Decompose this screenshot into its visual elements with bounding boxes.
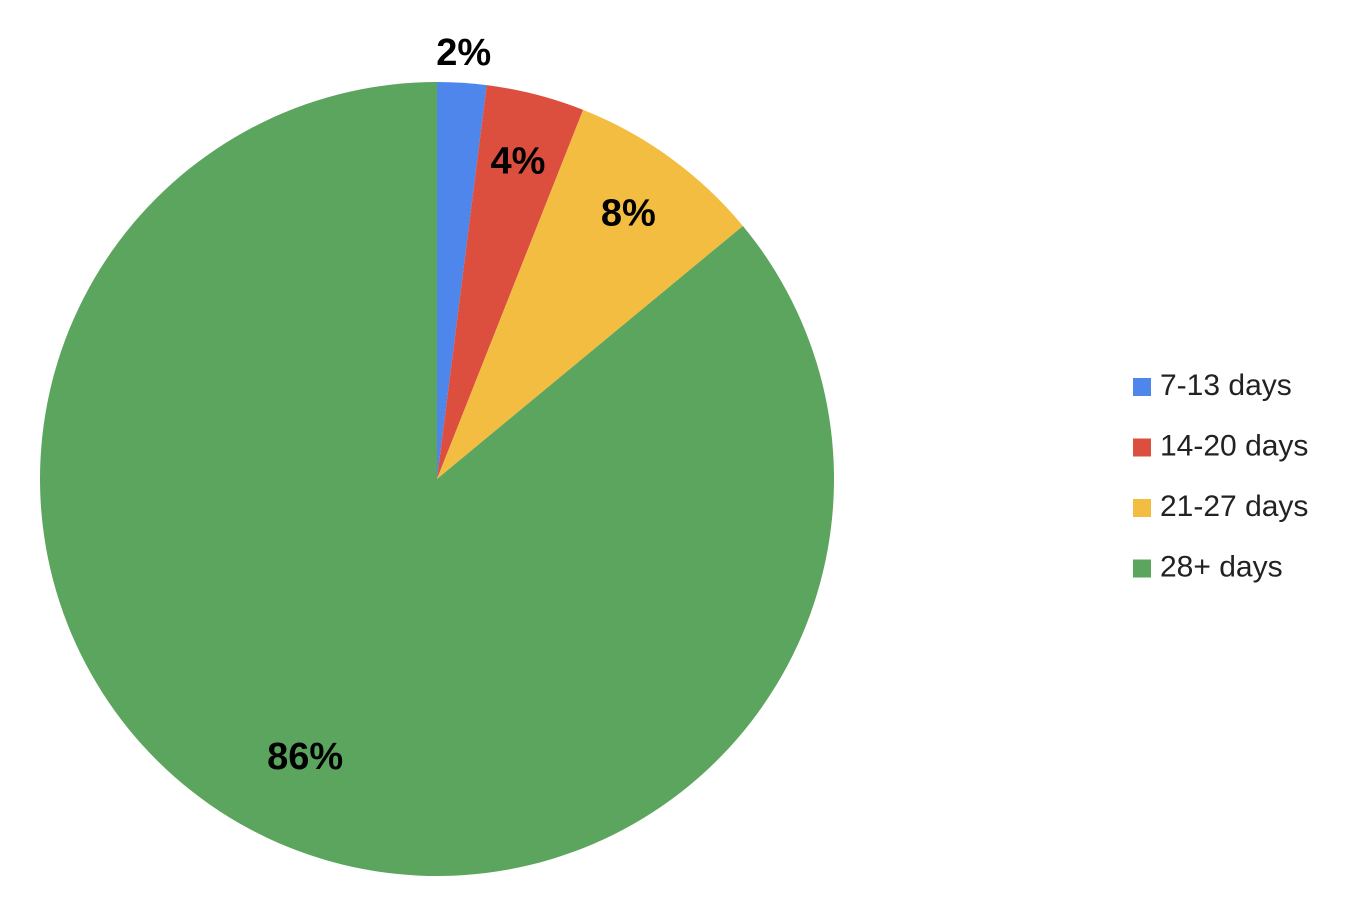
data-label: 86% <box>267 736 343 778</box>
legend-swatch <box>1133 559 1151 578</box>
data-label: 4% <box>490 141 545 183</box>
pie-slice <box>437 109 743 480</box>
legend-label: 28+ days <box>1160 550 1283 583</box>
legend-label: 7-13 days <box>1160 369 1292 402</box>
legend-label: 21-27 days <box>1160 490 1308 523</box>
legend-swatch <box>1133 499 1151 517</box>
legend-label: 14-20 days <box>1160 429 1308 462</box>
data-label: 8% <box>601 193 656 235</box>
pie-slice <box>39 82 834 876</box>
data-label: 2% <box>436 32 491 74</box>
legend-swatch <box>1133 438 1151 457</box>
legend-swatch <box>1133 378 1151 396</box>
pie-slice <box>437 85 584 479</box>
pie-slice <box>437 82 487 479</box>
